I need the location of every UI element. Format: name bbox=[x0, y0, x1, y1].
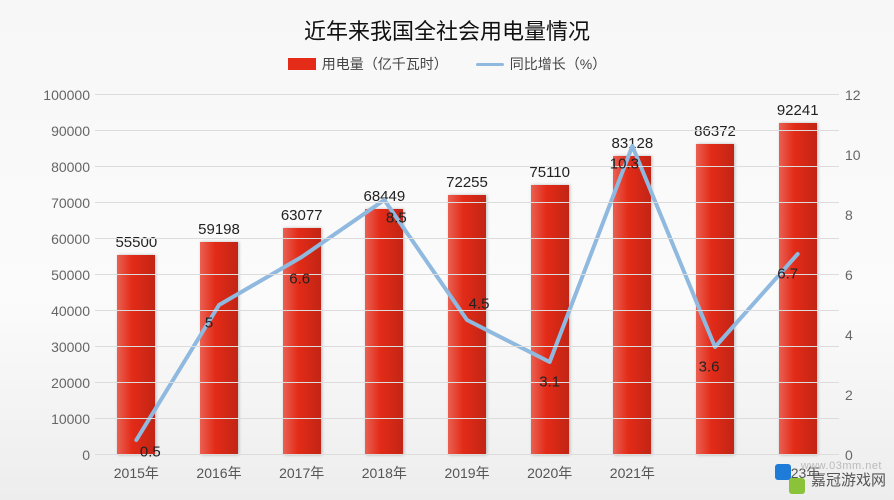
gridline bbox=[95, 454, 839, 455]
gridline bbox=[95, 202, 839, 203]
watermark-text: 嘉冠游戏网 bbox=[811, 469, 886, 490]
legend-line-label: 同比增长（%） bbox=[510, 54, 606, 74]
y-left-tick: 0 bbox=[0, 447, 90, 463]
gridline bbox=[95, 346, 839, 347]
line-value-label: 4.5 bbox=[469, 296, 490, 313]
y-right-tick: 10 bbox=[845, 147, 894, 163]
y-left-tick: 70000 bbox=[0, 195, 90, 211]
y-left-tick: 50000 bbox=[0, 267, 90, 283]
bar-slot: 751102020年 bbox=[508, 95, 591, 455]
x-category-label: 2018年 bbox=[362, 463, 407, 483]
bar-slot: 684492018年 bbox=[343, 95, 426, 455]
line-value-label: 5 bbox=[205, 315, 213, 332]
x-category-label: 2017年 bbox=[279, 463, 324, 483]
line-value-label: 10.3 bbox=[610, 156, 639, 173]
gridline bbox=[95, 130, 839, 131]
bar: 55500 bbox=[117, 255, 155, 455]
bar-value-label: 83128 bbox=[612, 135, 654, 152]
y-left-tick: 30000 bbox=[0, 339, 90, 355]
y-left-tick: 80000 bbox=[0, 159, 90, 175]
gridline bbox=[95, 418, 839, 419]
line-value-label: 3.1 bbox=[539, 374, 560, 391]
x-category-label: 2016年 bbox=[196, 463, 241, 483]
gridline bbox=[95, 274, 839, 275]
x-category-label: 2019年 bbox=[444, 463, 489, 483]
line-value-label: 6.7 bbox=[777, 266, 798, 283]
line-value-label: 0.5 bbox=[140, 444, 161, 461]
y-right-tick: 6 bbox=[845, 267, 894, 283]
y-left-tick: 100000 bbox=[0, 87, 90, 103]
watermark-logo-icon bbox=[775, 464, 805, 494]
bar-slot: 831282021年 bbox=[591, 95, 674, 455]
x-category-label: 2021年 bbox=[610, 463, 655, 483]
line-value-label: 3.6 bbox=[699, 359, 720, 376]
bar: 92241 bbox=[779, 123, 817, 455]
bar-slot: 591982016年 bbox=[178, 95, 261, 455]
legend-bar-swatch bbox=[288, 58, 316, 70]
y-left-tick: 10000 bbox=[0, 411, 90, 427]
bar-slot: 722552019年 bbox=[426, 95, 509, 455]
bars-layer: 555002015年591982016年630772017年684492018年… bbox=[95, 95, 839, 455]
bar-value-label: 86372 bbox=[694, 123, 736, 140]
bar-value-label: 63077 bbox=[281, 207, 323, 224]
x-category-label: 2015年 bbox=[114, 463, 159, 483]
bar: 86372 bbox=[696, 144, 734, 455]
chart-title: 近年来我国全社会用电量情况 bbox=[0, 0, 894, 46]
bar-value-label: 72255 bbox=[446, 174, 488, 191]
chart-legend: 用电量（亿千瓦时） 同比增长（%） bbox=[0, 54, 894, 74]
bar-slot: 86372 bbox=[674, 95, 757, 455]
line-value-label: 6.6 bbox=[289, 271, 310, 288]
y-right-tick: 4 bbox=[845, 327, 894, 343]
y-left-tick: 60000 bbox=[0, 231, 90, 247]
bar-value-label: 59198 bbox=[198, 221, 240, 238]
gridline bbox=[95, 94, 839, 95]
bar-value-label: 92241 bbox=[777, 102, 819, 119]
chart-container: 近年来我国全社会用电量情况 用电量（亿千瓦时） 同比增长（%） 01000020… bbox=[0, 0, 894, 500]
legend-line-swatch bbox=[476, 63, 504, 66]
y-left-tick: 20000 bbox=[0, 375, 90, 391]
x-category-label: 2020年 bbox=[527, 463, 572, 483]
y-right-tick: 2 bbox=[845, 387, 894, 403]
bar-value-label: 55500 bbox=[115, 234, 157, 251]
y-axis-left: 0100002000030000400005000060000700008000… bbox=[0, 95, 90, 455]
y-left-tick: 90000 bbox=[0, 123, 90, 139]
plot-area: 555002015年591982016年630772017年684492018年… bbox=[95, 95, 839, 455]
y-right-tick: 12 bbox=[845, 87, 894, 103]
y-right-tick: 8 bbox=[845, 207, 894, 223]
gridline bbox=[95, 310, 839, 311]
line-value-label: 8.5 bbox=[386, 210, 407, 227]
bar: 75110 bbox=[531, 185, 569, 455]
gridline bbox=[95, 238, 839, 239]
gridline bbox=[95, 166, 839, 167]
legend-bar-label: 用电量（亿千瓦时） bbox=[322, 54, 448, 74]
legend-line: 同比增长（%） bbox=[476, 54, 606, 74]
bar: 72255 bbox=[448, 195, 486, 455]
watermark: 嘉冠游戏网 bbox=[775, 464, 886, 494]
bar: 63077 bbox=[283, 228, 321, 455]
bar-slot: 555002015年 bbox=[95, 95, 178, 455]
bar: 83128 bbox=[613, 156, 651, 455]
y-axis-right: 024681012 bbox=[839, 95, 894, 455]
y-left-tick: 40000 bbox=[0, 303, 90, 319]
legend-bar: 用电量（亿千瓦时） bbox=[288, 54, 448, 74]
gridline bbox=[95, 382, 839, 383]
